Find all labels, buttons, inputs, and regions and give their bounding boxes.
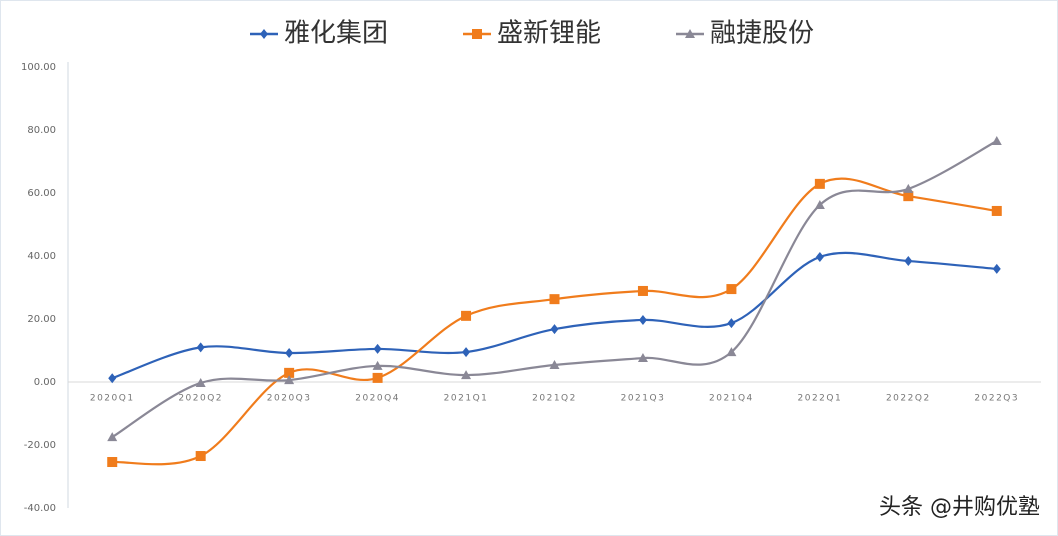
x-tick-label: 2021Q3 bbox=[621, 394, 666, 404]
data-point bbox=[727, 318, 736, 329]
data-point bbox=[284, 375, 295, 385]
data-point bbox=[904, 256, 913, 267]
y-tick-label: 40.00 bbox=[27, 251, 56, 262]
legend-marker bbox=[472, 29, 482, 39]
series-line bbox=[111, 140, 998, 439]
x-tick-label: 2022Q2 bbox=[886, 394, 931, 404]
data-point bbox=[815, 251, 824, 262]
x-tick-label: 2022Q1 bbox=[798, 394, 843, 404]
data-point bbox=[284, 367, 295, 378]
x-tick-label: 2022Q3 bbox=[974, 394, 1019, 404]
data-point bbox=[107, 432, 118, 442]
data-point bbox=[108, 373, 117, 384]
data-point bbox=[372, 360, 383, 370]
x-tick-label: 2021Q4 bbox=[709, 394, 754, 404]
y-tick-label: -20.00 bbox=[24, 440, 56, 451]
legend-label: 融捷股份 bbox=[710, 19, 814, 49]
y-tick-label: -40.00 bbox=[24, 503, 56, 514]
y-tick-label: 60.00 bbox=[27, 188, 56, 199]
legend-marker bbox=[260, 29, 268, 39]
data-point bbox=[461, 310, 472, 321]
data-point bbox=[461, 370, 472, 380]
x-tick-label: 2021Q1 bbox=[444, 394, 489, 404]
data-point bbox=[372, 372, 383, 383]
data-point bbox=[462, 347, 471, 358]
data-point bbox=[285, 348, 294, 359]
y-tick-label: 80.00 bbox=[27, 125, 56, 136]
data-point bbox=[814, 178, 825, 189]
data-point bbox=[726, 284, 737, 295]
data-point bbox=[903, 183, 914, 193]
data-point bbox=[638, 314, 647, 325]
data-point bbox=[726, 347, 737, 357]
data-point bbox=[991, 136, 1002, 146]
data-point bbox=[992, 263, 1001, 274]
data-point bbox=[195, 451, 206, 462]
data-point bbox=[196, 342, 205, 353]
data-point bbox=[903, 191, 914, 202]
data-point bbox=[549, 294, 560, 305]
x-tick-label: 2020Q4 bbox=[355, 394, 400, 404]
data-point bbox=[549, 359, 560, 369]
data-point bbox=[195, 377, 206, 387]
legend-marker bbox=[685, 29, 695, 38]
data-point bbox=[373, 343, 382, 354]
data-point bbox=[550, 324, 559, 335]
data-point bbox=[637, 285, 648, 296]
x-tick-label: 2021Q2 bbox=[532, 394, 577, 404]
legend-label: 盛新锂能 bbox=[497, 19, 601, 49]
y-tick-label: 0.00 bbox=[34, 377, 56, 388]
x-tick-label: 2020Q2 bbox=[178, 394, 223, 404]
x-tick-label: 2020Q3 bbox=[267, 394, 312, 404]
y-tick-label: 100.00 bbox=[21, 62, 56, 73]
watermark: 头条 @井购优塾 bbox=[879, 495, 1040, 520]
data-point bbox=[814, 199, 825, 209]
data-point bbox=[991, 205, 1002, 216]
data-point bbox=[637, 353, 648, 363]
x-tick-label: 2020Q1 bbox=[90, 394, 135, 404]
y-tick-label: 20.00 bbox=[27, 314, 56, 325]
data-point bbox=[107, 457, 118, 468]
legend-label: 雅化集团 bbox=[284, 19, 388, 49]
